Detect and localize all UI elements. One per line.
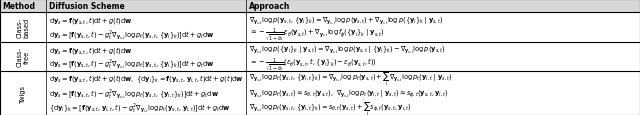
Text: $\mathrm{d}\mathbf{y}_s = \mathbf{f}(\mathbf{y}_{s,t}, t)\mathrm{d}t + g(t)\math: $\mathrm{d}\mathbf{y}_s = \mathbf{f}(\ma… bbox=[49, 73, 243, 84]
Text: Class-
free: Class- free bbox=[17, 47, 29, 67]
Text: $\nabla_{\mathbf{y}_{s,t}} \log p(\mathbf{y}_{s,t}, \{\mathbf{y}_i\}_k) = \nabla: $\nabla_{\mathbf{y}_{s,t}} \log p(\mathb… bbox=[249, 15, 444, 26]
Text: $\mathrm{d}\mathbf{y}_s = \mathbf{f}(\mathbf{y}_{s,t}, t)\mathrm{d}t + g(t)\math: $\mathrm{d}\mathbf{y}_s = \mathbf{f}(\ma… bbox=[49, 44, 132, 55]
Text: Diffusion Scheme: Diffusion Scheme bbox=[49, 2, 124, 11]
Text: $\approx -\frac{1}{\sqrt{1-\bar{\alpha}_t}} \epsilon_\theta(\mathbf{y}_{s,t}) + : $\approx -\frac{1}{\sqrt{1-\bar{\alpha}_… bbox=[249, 26, 385, 44]
Bar bbox=[0, 0, 640, 13]
Text: Class-
based: Class- based bbox=[17, 18, 29, 38]
Text: $\mathrm{d}\mathbf{y}_s = [\mathbf{f}(\mathbf{y}_{s,t}, t) - g_t^2 \nabla_{\math: $\mathrm{d}\mathbf{y}_s = [\mathbf{f}(\m… bbox=[49, 58, 214, 71]
Text: $\{\mathrm{d}\mathbf{y}_i\}_k = [\mathbf{f}(\mathbf{y}_{s,t}, \mathbf{y}_{i,t}, : $\{\mathrm{d}\mathbf{y}_i\}_k = [\mathbf… bbox=[49, 101, 230, 114]
Text: $\mathrm{d}\mathbf{y}_s = [\mathbf{f}(\mathbf{y}_{s,t}, t) - g_t^2 \nabla_{\math: $\mathrm{d}\mathbf{y}_s = [\mathbf{f}(\m… bbox=[49, 28, 214, 42]
Text: $\nabla_{\mathbf{y}_{s,t}} \log p_t(\mathbf{y}_{s,t}, \{\mathbf{y}_{i,t}\}_k) = : $\nabla_{\mathbf{y}_{s,t}} \log p_t(\mat… bbox=[249, 70, 452, 87]
Text: $\mathrm{d}\mathbf{y}_s = \mathbf{f}(\mathbf{y}_{s,t}, t)\mathrm{d}t + g(t)\math: $\mathrm{d}\mathbf{y}_s = \mathbf{f}(\ma… bbox=[49, 15, 132, 26]
Text: $\nabla_{\mathbf{y}_{s,t}} \log p_t(\mathbf{y}_{s,t}, \{\mathbf{y}_{i,t}\}_k) = : $\nabla_{\mathbf{y}_{s,t}} \log p_t(\mat… bbox=[249, 99, 412, 115]
Text: Method: Method bbox=[3, 2, 36, 11]
Text: Approach: Approach bbox=[249, 2, 291, 11]
Text: $\mathrm{d}\mathbf{y}_s = [\mathbf{f}(\mathbf{y}_{s,t}, t) - g_t^2 \nabla_{\math: $\mathrm{d}\mathbf{y}_s = [\mathbf{f}(\m… bbox=[49, 87, 219, 100]
Text: $= -\frac{1}{\sqrt{1-\bar{\alpha}_t}} (\epsilon_\theta(\mathbf{y}_{s,t}, t, \{\m: $= -\frac{1}{\sqrt{1-\bar{\alpha}_t}} (\… bbox=[249, 55, 377, 73]
Text: $\nabla_{\mathbf{y}_{s,t}} \log p(\{\mathbf{y}_i\}_k \mid \mathbf{y}_{s,t}) = \n: $\nabla_{\mathbf{y}_{s,t}} \log p(\{\mat… bbox=[249, 44, 446, 55]
Text: $\nabla_{\mathbf{y}_{s,t}} \log p_t(\mathbf{y}_{s,t}) \approx s_{\theta,t}(\math: $\nabla_{\mathbf{y}_{s,t}} \log p_t(\mat… bbox=[249, 88, 449, 99]
Text: Twigs: Twigs bbox=[20, 84, 26, 102]
